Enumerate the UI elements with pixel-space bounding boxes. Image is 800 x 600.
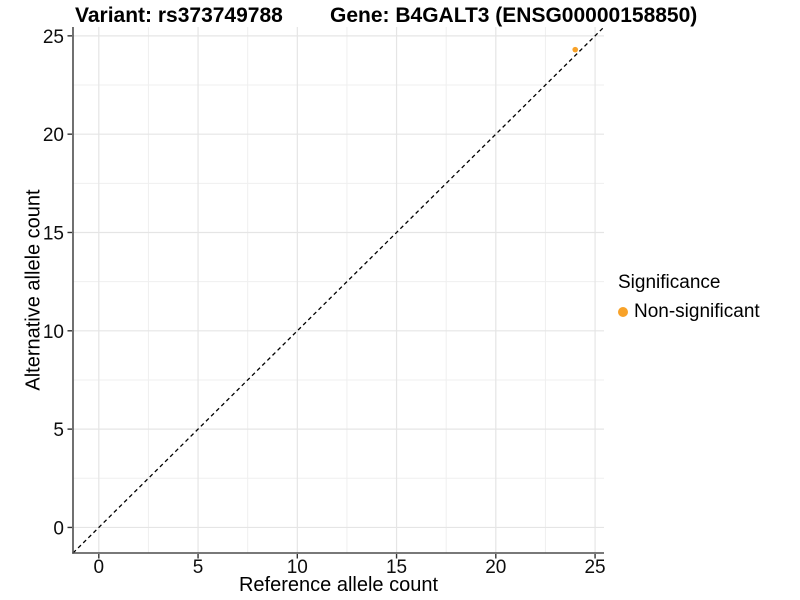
- legend-item-label: Non-significant: [634, 301, 760, 322]
- legend: Significance Non-significant: [618, 272, 760, 323]
- plot-title-gene: Gene: B4GALT3 (ENSG00000158850): [330, 4, 698, 27]
- legend-key-circle-icon: [618, 307, 628, 317]
- svg-text:15: 15: [386, 557, 407, 578]
- y-axis-title: Alternative allele count: [22, 189, 45, 391]
- svg-text:0: 0: [94, 557, 105, 578]
- legend-item-non-significant: Non-significant: [618, 301, 760, 323]
- svg-text:5: 5: [53, 420, 64, 441]
- svg-text:10: 10: [287, 557, 308, 578]
- svg-text:15: 15: [43, 223, 64, 244]
- plot-title-variant: Variant: rs373749788: [75, 4, 283, 27]
- svg-text:10: 10: [43, 322, 64, 343]
- svg-text:5: 5: [193, 557, 204, 578]
- svg-text:20: 20: [485, 557, 506, 578]
- svg-text:0: 0: [53, 518, 64, 539]
- x-axis-title: Reference allele count: [238, 574, 438, 596]
- legend-title: Significance: [618, 272, 721, 293]
- svg-text:25: 25: [584, 557, 605, 578]
- svg-text:25: 25: [43, 27, 64, 48]
- svg-text:20: 20: [43, 125, 64, 146]
